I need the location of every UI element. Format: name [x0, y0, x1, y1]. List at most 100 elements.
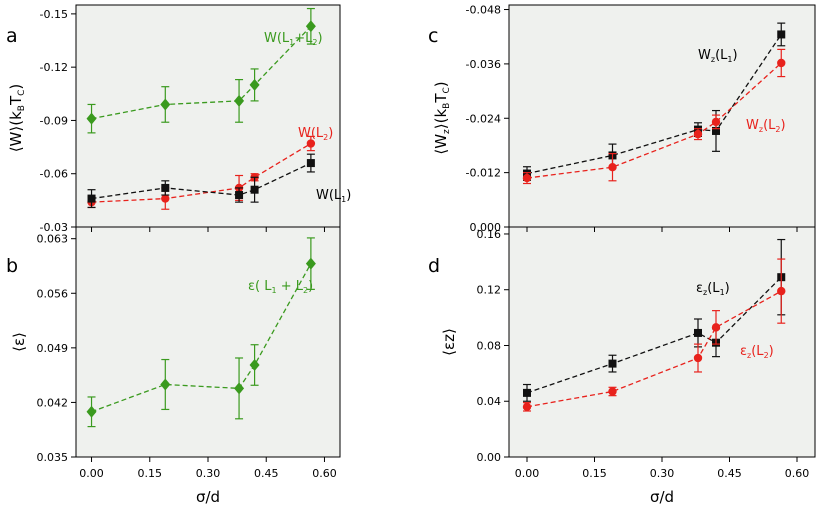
data-point: [234, 382, 245, 395]
data-point: [693, 129, 703, 139]
y-tick-label: 0.00: [477, 451, 502, 464]
ylabel-part: ): [432, 81, 450, 87]
panel-b-background: [76, 227, 340, 457]
label-part: ): [328, 126, 333, 141]
label-sub: 1: [341, 195, 346, 204]
label-part: ): [725, 281, 730, 296]
label-part: ): [346, 188, 351, 203]
data-point: [777, 30, 786, 39]
label-part: (L: [763, 118, 776, 133]
series-label-W-L2: W(L2): [298, 126, 333, 142]
data-point: [522, 173, 532, 183]
data-point: [712, 126, 720, 135]
label-part: W(L: [264, 31, 290, 46]
panel-letter-d: d: [428, 255, 440, 277]
panel-d-ylabel: ⟨εz⟩: [440, 328, 458, 356]
x-tick-label: 0.45: [254, 467, 279, 480]
data-point: [305, 20, 316, 33]
data-point: [235, 191, 244, 200]
panel-a: -0.15 -0.12 -0.09 -0.06 -0.03 a ⟨W⟩(kBTC) W(…: [6, 4, 351, 234]
ylabel-sub: B: [17, 105, 27, 111]
x-tick-label: 0.30: [650, 467, 675, 480]
y-tick-label: -0.12: [40, 61, 68, 74]
label-part: + L: [277, 279, 304, 294]
ylabel-part: ): [7, 84, 25, 90]
label-sub: 1: [720, 288, 725, 297]
panel-c-ylabel: ⟨Wz⟩(kBTC): [432, 81, 452, 154]
series-label-epsz-L2: εz(L2): [740, 344, 774, 360]
label-sub: z: [703, 288, 707, 297]
data-point: [777, 286, 786, 296]
data-point: [694, 328, 702, 337]
x-tick-label: 0.45: [717, 467, 742, 480]
x-tick-label: 0.60: [785, 467, 810, 480]
ylabel-part: T: [7, 95, 25, 106]
y-tick-label: 0.000: [470, 221, 502, 234]
panel-letter-c: c: [428, 25, 438, 47]
y-tick-label: -0.012: [466, 167, 501, 180]
label-part: ): [318, 31, 323, 46]
label-sub: 2: [775, 125, 780, 134]
data-point: [160, 98, 171, 111]
label-sub: 2: [303, 286, 308, 295]
series-line: [526, 276, 782, 394]
label-sub: 1: [271, 286, 276, 295]
panel-a-background: [76, 5, 340, 227]
data-point: [250, 185, 259, 194]
x-tick-label: 0.00: [515, 467, 540, 480]
ylabel-sub: z: [442, 129, 452, 134]
y-tick-label: 0.04: [477, 395, 502, 408]
data-point: [522, 402, 532, 412]
data-point: [693, 353, 703, 363]
data-point: [306, 159, 315, 168]
y-tick-label: 0.16: [477, 228, 502, 241]
y-tick-label: -0.048: [466, 4, 501, 17]
label-sub: z: [711, 55, 715, 64]
panel-b-xlabel: σ/d: [196, 488, 220, 506]
label-sub: 1: [289, 38, 294, 47]
panel-a-ylabel: ⟨W⟩(kBTC): [7, 84, 27, 153]
label-sub: 2: [312, 38, 317, 47]
ylabel-part: ⟨W: [432, 134, 450, 155]
data-point: [711, 323, 721, 332]
label-part: W(L: [316, 188, 342, 203]
data-point: [161, 183, 170, 192]
data-point: [249, 78, 260, 91]
data-point: [249, 359, 260, 371]
x-tick-label: 0.60: [312, 467, 337, 480]
y-tick-label: 0.049: [37, 342, 69, 355]
label-sub: z: [759, 125, 763, 134]
label-part: ε: [696, 281, 703, 296]
y-tick-label: -0.15: [40, 8, 68, 21]
label-part: +L: [294, 31, 313, 46]
y-tick-label: 0.12: [477, 284, 502, 297]
label-sub: 2: [323, 133, 328, 142]
y-tick-label: -0.06: [40, 168, 68, 181]
panel-b-ylabel: ⟨ε⟩: [10, 332, 28, 352]
panel-c-background: [509, 5, 815, 227]
label-sub: 2: [764, 351, 769, 360]
ylabel-part: ⟩(k: [432, 109, 450, 130]
y-tick-label: 0.08: [477, 339, 502, 352]
label-part: W(L: [298, 126, 324, 141]
label-part: ε: [740, 344, 747, 359]
label-sub: z: [747, 351, 751, 360]
y-tick-label: -0.036: [466, 58, 501, 71]
y-tick-label: 0.042: [37, 396, 69, 409]
data-point: [608, 359, 617, 368]
label-part: ): [732, 48, 737, 63]
series-label-W-L1L2: W(L1+L2): [264, 31, 323, 47]
data-point: [306, 139, 316, 148]
label-part: ε( L: [248, 279, 272, 294]
data-point: [777, 58, 786, 68]
label-part: ): [780, 118, 785, 133]
panel-letter-a: a: [6, 25, 18, 47]
label-part: ): [308, 279, 313, 294]
x-tick-label: 0.30: [196, 467, 221, 480]
data-point: [87, 194, 96, 203]
series-label-Wz-L2: Wz(L2): [746, 118, 786, 134]
x-tick-label: 0.15: [138, 467, 163, 480]
panel-letter-b: b: [6, 255, 18, 277]
